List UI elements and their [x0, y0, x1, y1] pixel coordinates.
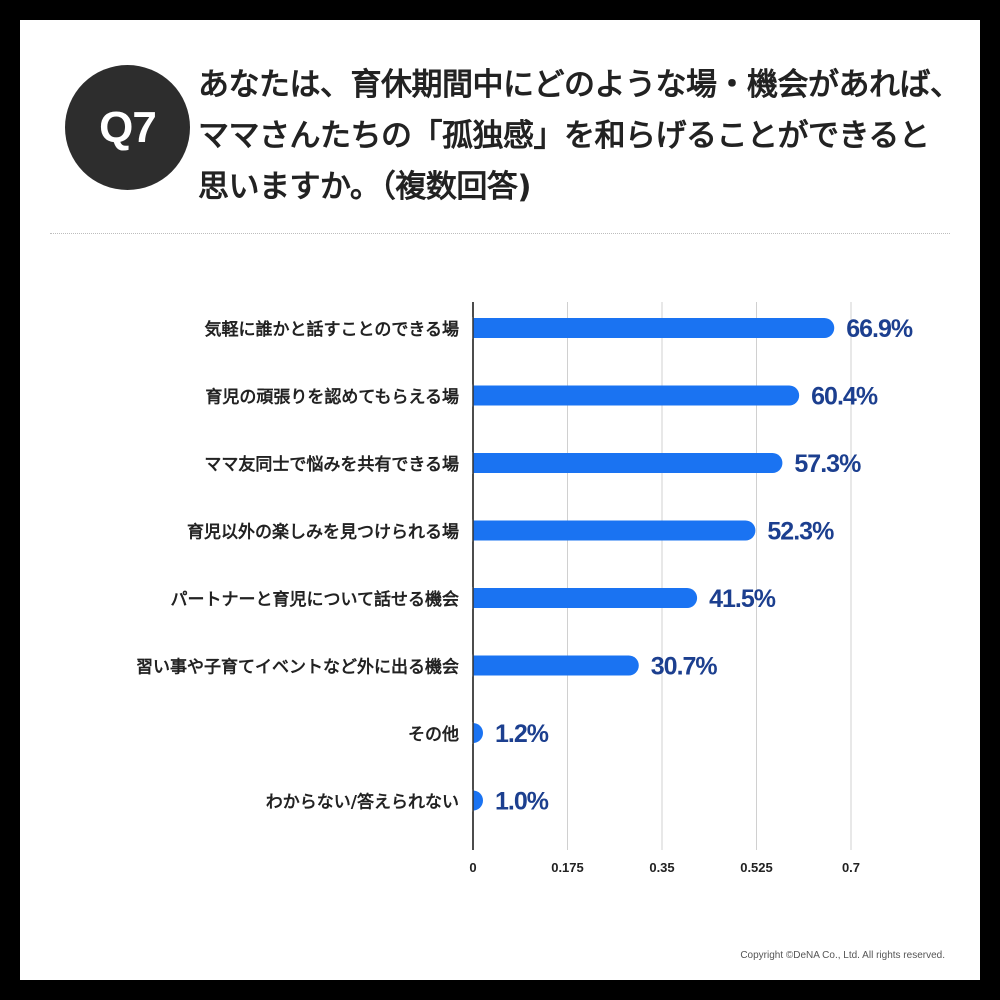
category-label: ママ友同士で悩みを共有できる場 — [204, 454, 459, 475]
bar — [463, 588, 698, 608]
value-label: 66.9% — [846, 315, 913, 343]
bar-mask — [462, 587, 473, 609]
category-label: その他 — [408, 724, 459, 745]
bar-mask — [462, 452, 473, 474]
copyright-notice: Copyright ©DeNA Co., Ltd. All rights res… — [740, 950, 945, 961]
category-label: 習い事や子育てイベントなど外に出る機会 — [136, 657, 459, 678]
x-tick-label: 0.175 — [551, 860, 584, 875]
bar-mask — [462, 384, 473, 407]
value-label: 60.4% — [811, 383, 878, 411]
x-tick-label: 0.525 — [740, 860, 773, 875]
bar — [463, 318, 835, 338]
category-label: パートナーと育児について話せる機会 — [171, 589, 460, 610]
value-label: 30.7% — [651, 653, 718, 681]
bar-mask — [462, 789, 473, 812]
value-label: 57.3% — [794, 450, 861, 478]
x-tick-label: 0.7 — [842, 860, 860, 875]
bar — [463, 453, 783, 473]
bar — [463, 520, 756, 541]
chart-panel: Q7 あなたは、育休期間中にどのような場・機会があれば、 ママさんたちの「孤独感… — [20, 20, 980, 980]
value-label: 41.5% — [709, 585, 776, 613]
bar-chart: 0 0.175 0.35 0.525 0.7 気軽に誰かと話すことのできる場 66.9% 育児… — [136, 302, 914, 875]
bar-mask — [462, 654, 473, 677]
title-line: あなたは、育休期間中にどのような場・機会があれば、 — [198, 67, 961, 103]
category-label: わからない/答えられない — [266, 792, 459, 813]
question-title: あなたは、育休期間中にどのような場・機会があれば、 ママさんたちの「孤独感」を和… — [198, 60, 968, 213]
bar-mask — [462, 317, 473, 339]
value-label: 1.2% — [495, 720, 549, 748]
title-line: ママさんたちの「孤独感」を和らげることができると — [198, 118, 930, 154]
category-label: 気軽に誰かと話すことのできる場 — [204, 319, 460, 340]
bar-mask — [462, 722, 473, 744]
value-label: 52.3% — [767, 518, 834, 546]
divider — [50, 233, 950, 234]
question-badge: Q7 — [65, 65, 190, 190]
category-label: 育児の頑張りを認めてもらえる場 — [205, 387, 459, 408]
bar — [463, 655, 639, 676]
value-label: 1.0% — [495, 788, 549, 816]
bar-mask — [462, 519, 473, 542]
title-line: 思いますか。（複数回答) — [198, 169, 532, 205]
bar — [463, 385, 800, 406]
category-label: 育児以外の楽しみを見つけられる場 — [187, 522, 459, 543]
x-tick-label: 0.35 — [649, 860, 674, 875]
x-tick-label: 0 — [469, 860, 476, 875]
